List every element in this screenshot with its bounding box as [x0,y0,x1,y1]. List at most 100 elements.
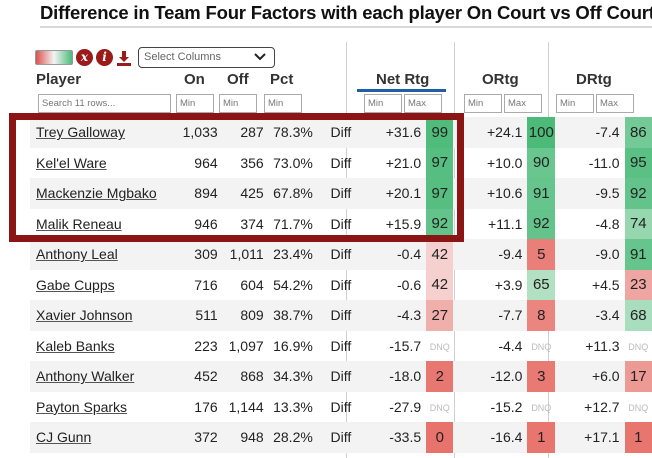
header-player[interactable]: Player [36,71,82,88]
cell-diff: Diff [312,422,352,453]
player-link[interactable]: Kel'el Ware [36,154,107,171]
cell-on: 511 [176,300,218,331]
cell-off: 356 [240,154,264,171]
spacer-cell [453,117,463,148]
cell-d-p: 91 [624,239,652,270]
off-min-input[interactable]: Min [219,94,257,113]
cell-player[interactable]: Anthony Leal [30,239,177,270]
cell-d-p: 68 [624,300,652,331]
table-toolbar: x i Select Columns [35,46,275,68]
percentile-value: 99 [431,123,449,141]
header-ortg[interactable]: ORtg [482,71,519,88]
cell-d: +11.3 [585,337,620,354]
cell-player[interactable]: Kaleb Banks [30,331,176,362]
cell-diff: Diff [312,117,352,148]
spacer-cell [351,392,361,423]
color-scale-toggle-icon[interactable] [35,49,73,65]
cell-net-p: 97 [426,178,454,209]
percentile-value: 42 [431,245,449,263]
spacer-cell [555,270,565,301]
percentile-value: DNQ [628,403,649,414]
spacer-cell [555,300,566,331]
cell-d: -3.4 [565,300,625,331]
cell-net-p: 92 [426,208,454,239]
drtg-max-input[interactable]: Max [596,94,634,113]
player-search-input[interactable]: Search 11 rows... [38,94,171,113]
percentile-value: DNQ [531,342,552,353]
cell-pct: 67.8% [263,178,313,209]
cell-player[interactable]: Trey Galloway [30,117,177,148]
cell-o: -4.4 [498,337,523,354]
percentile-value: 91 [629,245,647,263]
cell-player[interactable]: Mackenzie Mgbako [30,178,177,209]
percentile-value: 68 [629,306,647,324]
cell-diff: Diff [312,300,352,331]
cell-player[interactable]: Kel'el Ware [30,148,176,179]
ortg-max-input[interactable]: Max [504,94,542,113]
header-off[interactable]: Off [227,71,249,88]
cell-o-p: DNQ [527,331,555,362]
cell-pct: 73.0% [273,154,313,171]
spacer-cell [351,148,361,179]
percentile-value: 5 [537,245,546,263]
pct-min-input[interactable]: Min [264,94,302,113]
cell-pct: 54.2% [273,276,313,293]
cell-pct: 71.7% [273,215,313,232]
cell-d-p: 95 [624,147,652,178]
net-rtg-min-input[interactable]: Min [364,94,402,113]
cell-player[interactable]: Malik Reneau [30,209,176,240]
cell-player[interactable]: Payton Sparks [30,392,176,423]
cell-o-p: 8 [527,300,556,331]
percentile-value: DNQ [429,342,450,353]
cell-player[interactable]: Gabe Cupps [30,270,176,301]
header-on[interactable]: On [184,71,205,88]
download-icon[interactable] [116,49,132,66]
page-title: Difference in Team Four Factors with eac… [40,2,652,28]
spacer-cell [453,178,463,209]
spacer-cell [351,270,361,301]
cell-player[interactable]: CJ Gunn [30,422,177,453]
percentile-value: 92 [532,215,550,233]
table-row: Kel'el Ware 964 356 73.0% Diff +21.0 97 +10.0 90… [30,147,652,179]
cell-net-p: 42 [426,269,454,300]
cell-net-p: 2 [426,361,454,392]
player-link[interactable]: Malik Reneau [36,215,122,232]
cell-player[interactable]: Anthony Walker [30,361,177,392]
net-rtg-max-input[interactable]: Max [404,94,442,113]
player-link[interactable]: Trey Galloway [36,124,125,141]
on-min-input[interactable]: Min [176,94,214,113]
player-link[interactable]: Anthony Walker [36,368,135,385]
spacer-cell [453,270,462,301]
player-link[interactable]: Xavier Johnson [36,307,133,324]
ortg-min-input[interactable]: Min [464,94,502,113]
info-icon[interactable]: i [96,48,113,66]
player-link[interactable]: Anthony Leal [36,246,118,263]
player-link[interactable]: CJ Gunn [36,429,92,446]
player-link[interactable]: Kaleb Banks [36,337,115,354]
cell-on: 452 [176,361,218,392]
percentile-value: 3 [537,367,546,385]
cell-d-p: 23 [624,269,652,300]
drtg-min-input[interactable]: Min [556,94,594,113]
player-link[interactable]: Payton Sparks [36,398,128,415]
spacer-cell [453,422,463,453]
spacer-cell [453,209,462,240]
header-drtg[interactable]: DRtg [576,71,612,88]
percentile-value: 1 [537,428,546,446]
percentile-value: 74 [629,215,647,233]
player-link[interactable]: Gabe Cupps [36,276,115,293]
cell-d-p: 92 [624,178,652,209]
cell-on: 1,033 [176,117,218,148]
header-pct[interactable]: Pct [270,71,294,88]
player-link[interactable]: Mackenzie Mgbako [36,185,157,202]
header-net-rtg[interactable]: Net Rtg [376,71,430,88]
cell-diff: Diff [330,154,352,171]
spacer-cell [351,239,362,270]
cell-net-p: 42 [426,239,454,270]
cell-player[interactable]: Xavier Johnson [30,300,177,331]
percentile-value: DNQ [531,403,552,414]
close-icon[interactable]: x [76,48,93,66]
select-columns-dropdown[interactable]: Select Columns [138,46,275,68]
spacer-cell [351,331,361,362]
spacer-cell [555,392,565,423]
